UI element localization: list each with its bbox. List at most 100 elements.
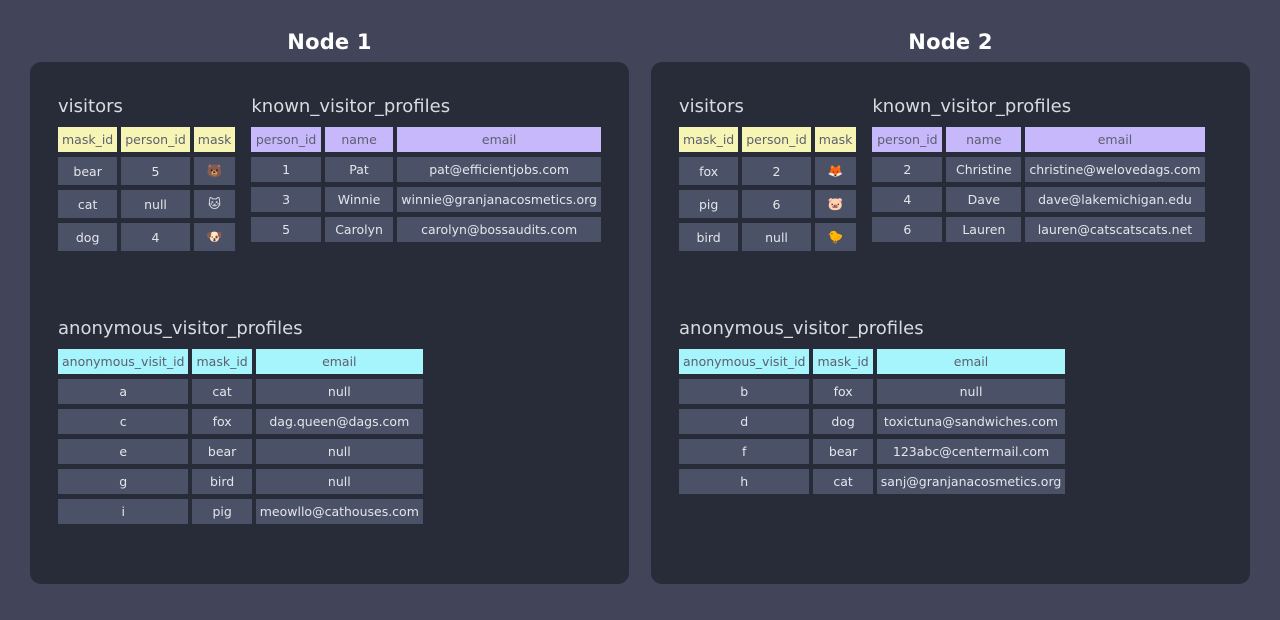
table-row: pig 6 🐷 xyxy=(679,190,857,218)
cell-person-id: 2 xyxy=(872,157,943,182)
anonymous-visitor-profiles-table: anonymous_visit_id mask_id email a cat n… xyxy=(54,344,427,529)
cell-name: Dave xyxy=(946,187,1022,212)
anonymous-visitor-profiles-table: anonymous_visit_id mask_id email b fox n… xyxy=(675,344,1069,499)
cell-mask-id: fox xyxy=(679,157,739,185)
table-block-visitors: visitors mask_id person_id mask xyxy=(58,96,236,256)
bird-icon: 🐤 xyxy=(814,223,857,251)
cell-anonymous-visit-id: f xyxy=(679,439,810,464)
table-row: c fox dag.queen@dags.com xyxy=(58,409,423,434)
column-header-mask-id: mask_id xyxy=(58,127,118,152)
cell-name: Winnie xyxy=(324,187,394,212)
cell-email: meowllo@cathouses.com xyxy=(255,499,423,524)
cell-anonymous-visit-id: e xyxy=(58,439,189,464)
cell-person-id: 5 xyxy=(251,217,321,242)
cell-mask-id: dog xyxy=(813,409,873,434)
table-caption: visitors xyxy=(58,96,123,117)
column-header-person-id: person_id xyxy=(742,127,811,152)
cell-anonymous-visit-id: b xyxy=(679,379,810,404)
cell-name: Pat xyxy=(324,157,394,182)
cell-email: toxictuna@sandwiches.com xyxy=(876,409,1066,434)
table-header-row: person_id name email xyxy=(251,127,601,152)
table-block-anonymous-visitor-profiles: anonymous_visitor_profiles anonymous_vis… xyxy=(679,318,1066,499)
table-block-known-visitor-profiles: known_visitor_profiles person_id name em… xyxy=(872,96,1205,247)
cell-mask-id: fox xyxy=(192,409,252,434)
table-row: b fox null xyxy=(679,379,1066,404)
table-row: i pig meowllo@cathouses.com xyxy=(58,499,423,524)
cell-name: Lauren xyxy=(946,217,1022,242)
cell-person-id: 4 xyxy=(872,187,943,212)
node-panel-1: Node 1 visitors mask_id person_id mask xyxy=(30,0,629,584)
table-caption: anonymous_visitor_profiles xyxy=(58,318,303,339)
table-row: d dog toxictuna@sandwiches.com xyxy=(679,409,1066,434)
tables-row-top: visitors mask_id person_id mask xyxy=(58,96,601,256)
node-content-panel: visitors mask_id person_id mask xyxy=(30,62,629,584)
cat-icon: 🐱 xyxy=(193,190,236,218)
cell-mask-id: cat xyxy=(58,190,118,218)
table-row: cat null 🐱 xyxy=(58,190,236,218)
cell-email: null xyxy=(255,379,423,404)
table-header-row: mask_id person_id mask xyxy=(58,127,236,152)
visitors-table: mask_id person_id mask fox 2 🦊 xyxy=(675,122,860,256)
cell-person-id: 6 xyxy=(742,190,811,218)
table-row: bear 5 🐻 xyxy=(58,157,236,185)
column-header-name: name xyxy=(946,127,1022,152)
cell-person-id: 6 xyxy=(872,217,943,242)
column-header-email: email xyxy=(876,349,1066,374)
known-visitor-profiles-table: person_id name email 1 Pat pat@efficient… xyxy=(247,122,605,247)
column-header-mask-id: mask_id xyxy=(679,127,739,152)
column-header-person-id: person_id xyxy=(872,127,943,152)
table-caption: anonymous_visitor_profiles xyxy=(679,318,924,339)
cell-email: carolyn@bossaudits.com xyxy=(397,217,601,242)
cell-email: dag.queen@dags.com xyxy=(255,409,423,434)
cell-name: Carolyn xyxy=(324,217,394,242)
cell-mask-id: bear xyxy=(58,157,118,185)
column-header-mask-id: mask_id xyxy=(813,349,873,374)
column-header-mask-id: mask_id xyxy=(192,349,252,374)
table-row: 2 Christine christine@welovedags.com xyxy=(872,157,1205,182)
cell-person-id: 1 xyxy=(251,157,321,182)
table-header-row: anonymous_visit_id mask_id email xyxy=(679,349,1066,374)
table-caption: visitors xyxy=(679,96,744,117)
tables-row-top: visitors mask_id person_id mask xyxy=(679,96,1222,256)
column-header-email: email xyxy=(255,349,423,374)
cell-mask-id: dog xyxy=(58,223,118,251)
table-header-row: person_id name email xyxy=(872,127,1205,152)
cell-email: christine@welovedags.com xyxy=(1025,157,1205,182)
column-header-mask: mask xyxy=(814,127,857,152)
cell-mask-id: bear xyxy=(192,439,252,464)
cell-email: sanj@granjanacosmetics.org xyxy=(876,469,1066,494)
node-title: Node 2 xyxy=(908,30,993,54)
cell-person-id: 4 xyxy=(121,223,190,251)
table-block-known-visitor-profiles: known_visitor_profiles person_id name em… xyxy=(251,96,601,247)
cell-email: null xyxy=(255,469,423,494)
pig-icon: 🐷 xyxy=(814,190,857,218)
cell-anonymous-visit-id: i xyxy=(58,499,189,524)
table-row: fox 2 🦊 xyxy=(679,157,857,185)
table-row: f bear 123abc@centermail.com xyxy=(679,439,1066,464)
tables-row-bottom: anonymous_visitor_profiles anonymous_vis… xyxy=(679,318,1222,499)
table-row: 3 Winnie winnie@granjanacosmetics.org xyxy=(251,187,601,212)
cell-email: 123abc@centermail.com xyxy=(876,439,1066,464)
column-header-mask: mask xyxy=(193,127,236,152)
table-row: 4 Dave dave@lakemichigan.edu xyxy=(872,187,1205,212)
cell-mask-id: fox xyxy=(813,379,873,404)
cell-email: null xyxy=(876,379,1066,404)
cell-mask-id: cat xyxy=(192,379,252,404)
cell-email: winnie@granjanacosmetics.org xyxy=(397,187,601,212)
cell-mask-id: cat xyxy=(813,469,873,494)
column-header-email: email xyxy=(1025,127,1205,152)
bear-icon: 🐻 xyxy=(193,157,236,185)
cell-person-id: 2 xyxy=(742,157,811,185)
column-header-name: name xyxy=(324,127,394,152)
cell-email: dave@lakemichigan.edu xyxy=(1025,187,1205,212)
cell-mask-id: pig xyxy=(679,190,739,218)
table-caption: known_visitor_profiles xyxy=(872,96,1072,117)
cell-email: null xyxy=(255,439,423,464)
cell-person-id: null xyxy=(121,190,190,218)
node-content-panel: visitors mask_id person_id mask xyxy=(651,62,1250,584)
table-row: e bear null xyxy=(58,439,423,464)
dog-icon: 🐶 xyxy=(193,223,236,251)
cell-name: Christine xyxy=(946,157,1022,182)
table-row: 1 Pat pat@efficientjobs.com xyxy=(251,157,601,182)
table-block-anonymous-visitor-profiles: anonymous_visitor_profiles anonymous_vis… xyxy=(58,318,423,529)
